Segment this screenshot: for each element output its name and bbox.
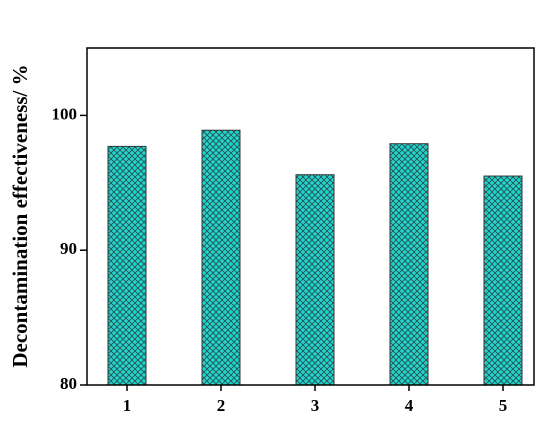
plot-frame — [86, 47, 535, 386]
x-tick-label: 5 — [499, 396, 508, 415]
y-tick-label: 100 — [52, 104, 78, 123]
bar — [107, 145, 147, 386]
y-axis-title: Decontamination effectiveness/ % — [8, 64, 32, 367]
bar — [201, 129, 241, 386]
x-tick-label: 2 — [217, 396, 226, 415]
y-tick-label: 80 — [60, 374, 77, 393]
x-tick-label: 3 — [311, 396, 320, 415]
bar — [483, 175, 523, 386]
bar — [295, 174, 335, 386]
x-tick-label: 1 — [123, 396, 132, 415]
bar — [389, 143, 429, 386]
y-tick-label: 90 — [60, 239, 77, 258]
x-tick-label: 4 — [405, 396, 414, 415]
